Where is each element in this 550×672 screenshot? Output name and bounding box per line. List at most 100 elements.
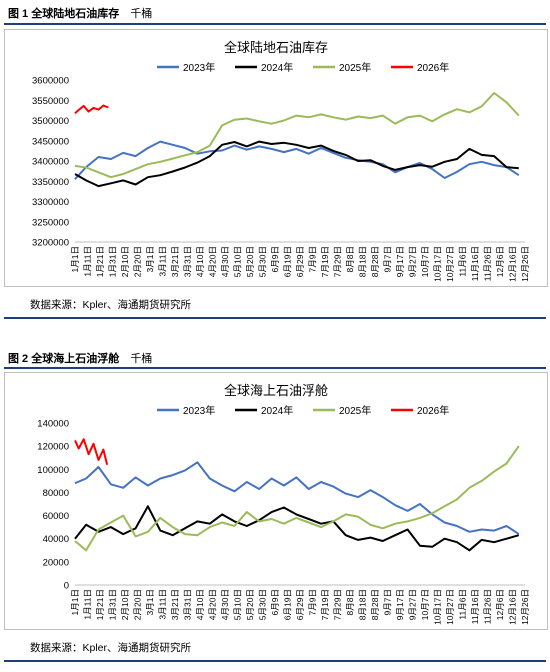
x-tick-label: 7月19日 <box>320 589 330 620</box>
x-tick-label: 6月19日 <box>283 589 293 620</box>
x-tick-label: 7月29日 <box>333 246 343 277</box>
figure1-footer-rule <box>4 317 546 319</box>
series-line-2026年 <box>74 104 109 114</box>
x-tick-label: 2月10日 <box>120 589 130 620</box>
x-tick-label: 3月1日 <box>145 589 155 615</box>
chart2-svg: 全球海上石油浮舱 2023年 2024年 2025年 2026年 0 20000 40000 6… <box>37 383 530 625</box>
x-tick-label: 6月9日 <box>270 246 280 272</box>
series-line-2024年 <box>74 505 520 552</box>
y-tick-label: 3550000 <box>32 96 69 107</box>
x-tick-label: 11月26日 <box>483 589 493 624</box>
series-line-2023年 <box>74 461 520 535</box>
x-tick-label: 5月30日 <box>258 246 268 277</box>
x-tick-label: 1月31日 <box>108 246 118 277</box>
figure2-unit: 千桶 <box>130 353 153 365</box>
figure1-title: 全球陆地石油库存 <box>31 8 120 20</box>
figure1-source: 数据来源：Kpler、海通期货研究所 <box>30 299 192 311</box>
x-tick-label: 8月28日 <box>370 589 380 620</box>
y-tick-label: 3250000 <box>32 217 69 228</box>
figure1-number: 图 1 <box>8 8 29 20</box>
x-tick-label: 9月7日 <box>383 589 393 615</box>
legend-label: 2023年 <box>183 404 215 417</box>
x-tick-label: 7月9日 <box>308 246 318 272</box>
y-tick-label: 120000 <box>37 442 69 453</box>
series-line-2024年 <box>74 140 519 188</box>
y-tick-label: 140000 <box>37 419 69 430</box>
x-tick-label: 1月31日 <box>108 589 118 620</box>
x-tick-label: 3月1日 <box>145 246 155 272</box>
y-tick-label: 3600000 <box>32 76 69 87</box>
figure2-caption: 图 2 全球海上石油浮舱 千桶 <box>8 350 152 366</box>
chart1-panel: 全球陆地石油库存 2023年 2024年 2025年 2026年 3200000 32500… <box>4 29 548 287</box>
y-tick-label: 40000 <box>43 534 69 545</box>
x-tick-label: 10月27日 <box>445 246 455 282</box>
x-tick-label: 12月16日 <box>508 589 518 625</box>
x-tick-label: 9月17日 <box>395 246 405 277</box>
x-tick-label: 11月16日 <box>470 589 480 624</box>
series-line-2025年 <box>74 445 520 552</box>
x-tick-label: 12月6日 <box>495 246 505 277</box>
x-tick-label: 6月29日 <box>295 589 305 620</box>
x-tick-label: 9月7日 <box>383 246 393 272</box>
x-tick-label: 1月11日 <box>83 246 93 277</box>
series-line-2023年 <box>74 140 520 180</box>
x-tick-label: 8月18日 <box>358 246 368 277</box>
x-tick-label: 12月6日 <box>495 589 505 620</box>
x-tick-label: 2月10日 <box>120 246 130 277</box>
x-tick-label: 6月29日 <box>295 246 305 277</box>
x-tick-label: 11月16日 <box>470 246 480 281</box>
legend-label: 2026年 <box>417 61 449 74</box>
legend-label: 2024年 <box>261 61 293 74</box>
figure2-source: 数据来源：Kpler、海通期货研究所 <box>30 642 192 654</box>
x-tick-label: 11月6日 <box>458 589 468 620</box>
x-tick-label: 12月26日 <box>520 246 530 282</box>
x-tick-label: 8月8日 <box>345 589 355 615</box>
chart2-panel: 全球海上石油浮舱 2023年 2024年 2025年 2026年 0 20000 40000 6… <box>4 372 548 630</box>
x-tick-label: 8月18日 <box>358 589 368 620</box>
chart-title: 全球海上石油浮舱 <box>224 383 328 398</box>
x-tick-label: 11月26日 <box>483 246 493 281</box>
x-tick-label: 6月19日 <box>283 246 293 277</box>
x-tick-label: 2月20日 <box>133 246 143 277</box>
x-tick-label: 10月27日 <box>445 589 455 625</box>
x-tick-label: 7月9日 <box>308 589 318 615</box>
x-tick-label: 5月30日 <box>258 589 268 620</box>
x-tick-label: 1月11日 <box>83 589 93 620</box>
x-tick-label: 1月1日 <box>70 589 80 615</box>
x-tick-label: 2月20日 <box>133 589 143 620</box>
y-tick-label: 3500000 <box>32 116 69 127</box>
x-tick-label: 3月21日 <box>170 589 180 620</box>
x-tick-label: 4月20日 <box>208 589 218 620</box>
x-tick-label: 11月6日 <box>458 246 468 277</box>
y-tick-label: 0 <box>64 581 69 592</box>
figure2-header-rule <box>4 367 546 369</box>
x-tick-label: 10月7日 <box>420 589 430 620</box>
legend-label: 2025年 <box>339 61 371 74</box>
figure1-header-rule <box>4 23 546 25</box>
x-tick-label: 12月16日 <box>508 246 518 282</box>
figure2-title: 全球海上石油浮舱 <box>31 353 120 365</box>
chart-title: 全球陆地石油库存 <box>224 40 328 55</box>
x-tick-label: 3月21日 <box>170 246 180 277</box>
y-tick-label: 20000 <box>43 557 69 568</box>
x-tick-label: 10月17日 <box>433 589 443 625</box>
y-tick-label: 3450000 <box>32 136 69 147</box>
x-tick-label: 9月27日 <box>408 589 418 620</box>
x-tick-label: 8月8日 <box>345 246 355 272</box>
x-tick-label: 10月7日 <box>420 246 430 277</box>
x-tick-label: 1月21日 <box>95 589 105 620</box>
x-tick-label: 4月20日 <box>208 246 218 277</box>
series-line-2025年 <box>74 92 520 179</box>
x-tick-label: 3月11日 <box>158 589 168 620</box>
y-tick-label: 3200000 <box>32 238 69 249</box>
x-tick-label: 5月20日 <box>245 589 255 620</box>
x-tick-label: 5月10日 <box>233 589 243 620</box>
x-tick-label: 12月26日 <box>520 589 530 625</box>
x-tick-label: 7月29日 <box>333 589 343 620</box>
x-tick-label: 9月17日 <box>395 589 405 620</box>
figure1-caption: 图 1 全球陆地石油库存 千桶 <box>8 5 152 21</box>
x-tick-label: 4月10日 <box>195 246 205 277</box>
x-tick-label: 3月31日 <box>183 589 193 620</box>
x-tick-label: 5月10日 <box>233 246 243 277</box>
chart1-svg: 全球陆地石油库存 2023年 2024年 2025年 2026年 3200000 32500… <box>32 40 530 282</box>
